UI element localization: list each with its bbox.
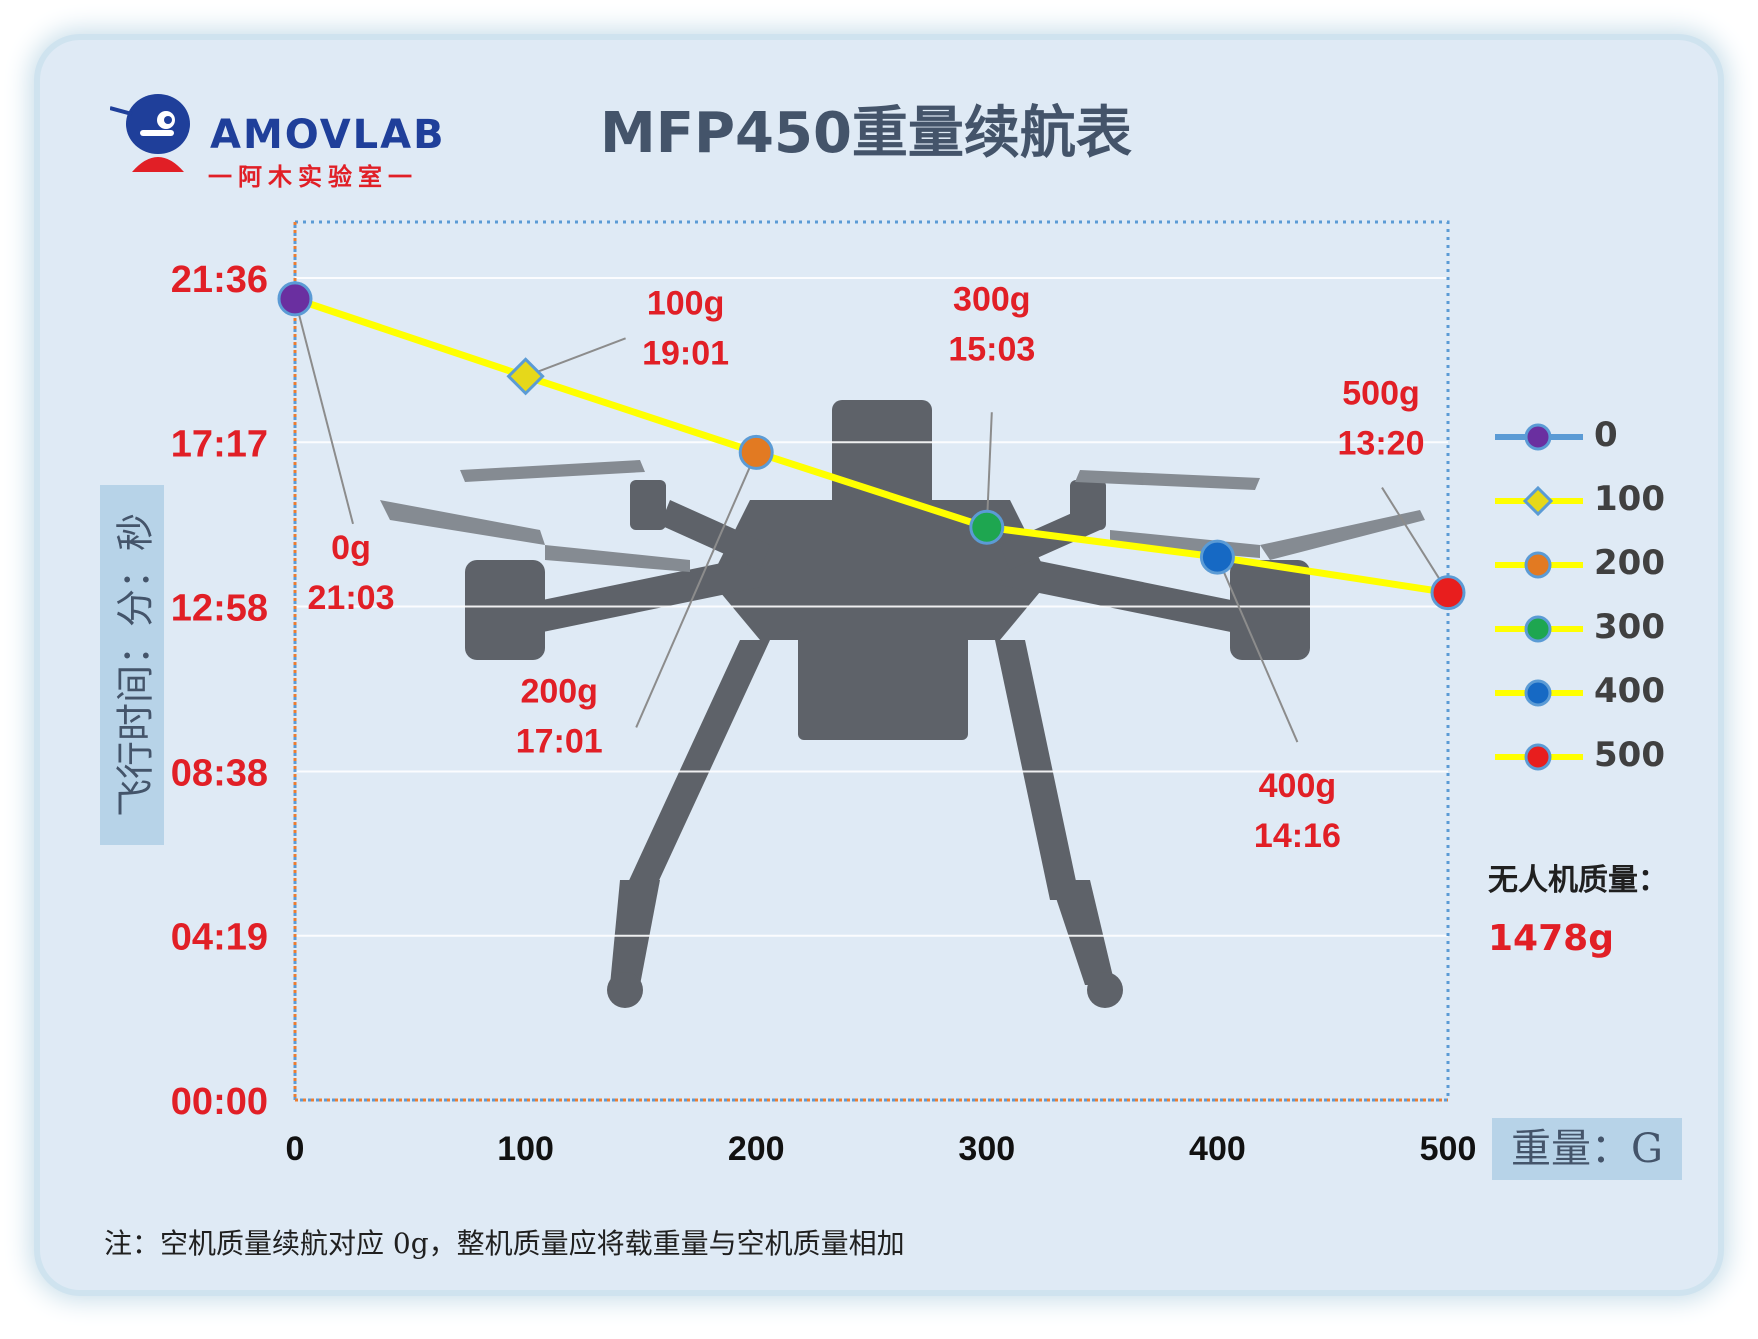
plot-border (293, 220, 1450, 1102)
y-tick-label: 04:19 (171, 917, 268, 959)
leader-line (1216, 556, 1299, 743)
leader-line (635, 452, 758, 728)
drone-illustration (380, 400, 1425, 1008)
x-tick-label: 400 (1189, 1130, 1246, 1168)
data-point (969, 509, 1005, 545)
legend-item: 400 (1490, 661, 1690, 725)
data-point (1430, 575, 1466, 611)
data-label-weight: 400g (1259, 767, 1337, 805)
brand-subtitle: 一阿木实验室一 (208, 163, 418, 191)
legend-item: 100 (1490, 469, 1690, 533)
data-point (277, 281, 313, 317)
data-label-weight: 0g (331, 529, 371, 567)
x-tick-label: 100 (497, 1130, 554, 1168)
data-label-weight: 300g (953, 280, 1031, 318)
y-tick-label: 00:00 (171, 1081, 268, 1123)
legend-label: 500 (1594, 735, 1665, 775)
legend-item: 0 (1490, 405, 1690, 469)
x-tick-label: 200 (728, 1130, 785, 1168)
legend-item: 300 (1490, 597, 1690, 661)
y-tick-label: 17:17 (171, 423, 268, 465)
data-point (738, 434, 774, 470)
page-title: MFP450重量续航表 (600, 101, 1132, 166)
y-axis-title: 飞行时间：分：秒 (100, 485, 164, 845)
data-label-weight: 200g (520, 672, 598, 710)
legend-label: 300 (1594, 607, 1665, 647)
data-label-time: 15:03 (948, 330, 1035, 368)
legend-label: 0 (1594, 415, 1618, 455)
leader-line (294, 298, 354, 525)
x-tick-label: 0 (286, 1130, 305, 1168)
x-axis-title: 重量：G (1492, 1118, 1682, 1180)
drone-mass-value: 1478g (1488, 918, 1614, 959)
legend-item: 500 (1490, 725, 1690, 789)
legend-marker (1523, 486, 1553, 516)
legend-marker (1524, 551, 1552, 579)
plot-area: 21:36 17:17 12:58 08:38 04:19 00:00 0 100 200 300… (171, 220, 1477, 1168)
legend-marker (1524, 423, 1552, 451)
data-label-weight: 500g (1342, 375, 1420, 413)
legend-label: 200 (1594, 543, 1665, 583)
series-line (293, 295, 1449, 597)
leader-line (525, 337, 626, 378)
legend-marker (1524, 743, 1552, 771)
y-tick-label: 21:36 (171, 259, 268, 301)
y-tick-label: 12:58 (171, 588, 268, 630)
chart-legend: 0 100 200 300 400 500 (1490, 405, 1690, 789)
data-label-time: 17:01 (516, 722, 603, 760)
leader-line (1381, 487, 1449, 594)
brand-name: AMOVLAB (210, 112, 446, 158)
legend-marker (1524, 679, 1552, 707)
legend-label: 100 (1594, 479, 1665, 519)
drone-mass-label: 无人机质量： (1488, 863, 1668, 898)
amovlab-logo (110, 94, 190, 172)
data-label-weight: 100g (647, 284, 725, 322)
legend-item: 200 (1490, 533, 1690, 597)
legend-marker (1524, 615, 1552, 643)
data-point (506, 357, 545, 396)
data-label-time: 13:20 (1338, 425, 1425, 463)
leader-line (985, 412, 993, 528)
footnote: 注：空机质量续航对应 0g，整机质量应将载重量与空机质量相加 (104, 1227, 905, 1260)
data-point (1199, 539, 1235, 575)
data-label-time: 19:01 (642, 334, 729, 372)
robot-mascot-icon (110, 94, 190, 172)
data-label-time: 21:03 (308, 579, 395, 617)
y-tick-label: 08:38 (171, 752, 268, 794)
x-tick-label: 500 (1420, 1130, 1477, 1168)
legend-label: 400 (1594, 671, 1665, 711)
x-tick-label: 300 (958, 1130, 1015, 1168)
data-label-time: 14:16 (1254, 817, 1341, 855)
